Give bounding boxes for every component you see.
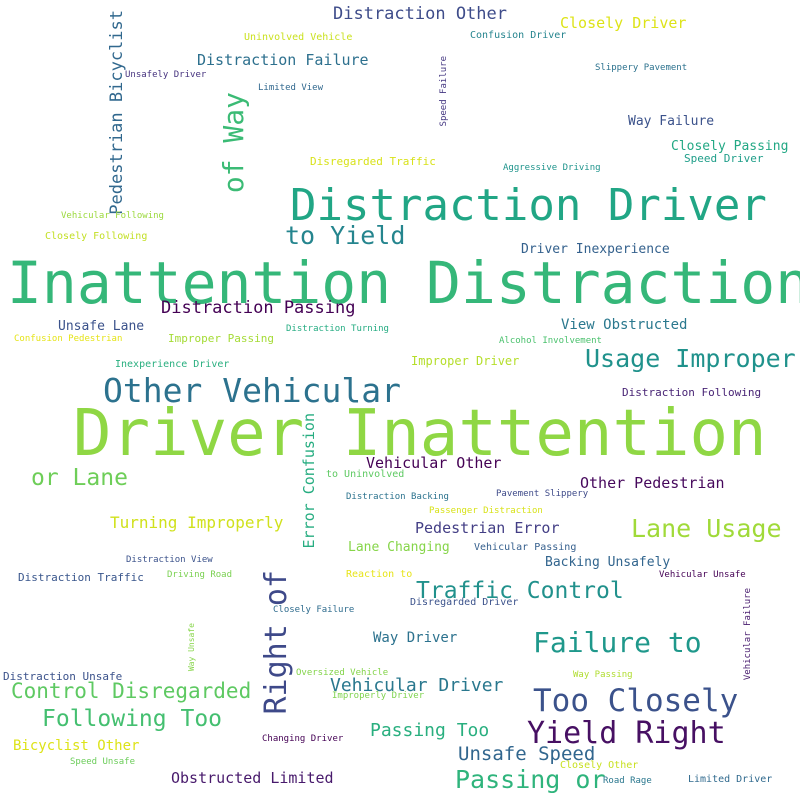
- word: Speed Driver: [684, 152, 764, 165]
- word: Vehicular Following: [61, 211, 164, 221]
- word: Disregarded Driver: [410, 597, 519, 608]
- word: Closely Other: [560, 760, 639, 771]
- word: Obstructed Limited: [171, 769, 334, 787]
- word: Distraction Other: [333, 4, 507, 24]
- word: Closely Following: [45, 231, 148, 242]
- word: Improper Driver: [411, 354, 520, 368]
- word: Changing Driver: [262, 734, 344, 744]
- word: Distraction Backing: [346, 492, 449, 502]
- word: Passing Too: [370, 720, 490, 741]
- word: Yield Right: [527, 716, 726, 751]
- word: Improperly Driver: [332, 691, 425, 701]
- word: Other Pedestrian: [580, 474, 725, 492]
- word: Vehicular Failure: [743, 588, 753, 681]
- word: Driving Road: [167, 570, 233, 580]
- word: Distraction Driver: [290, 180, 767, 231]
- word: Vehicular Passing: [474, 542, 577, 553]
- word: Pedestrian Error: [415, 519, 560, 537]
- word: Alcohol Involvement: [499, 336, 602, 346]
- word: Too Closely: [533, 683, 739, 719]
- word: Vehicular Unsafe: [659, 570, 746, 580]
- word: Aggressive Driving: [503, 163, 601, 173]
- word: Way Unsafe: [187, 623, 196, 672]
- word: Reaction to: [346, 569, 413, 580]
- word: Way Driver: [373, 630, 458, 646]
- word: of Way: [217, 92, 250, 194]
- word: Improper Passing: [168, 332, 274, 345]
- word: Passing or: [455, 765, 606, 794]
- word: Backing Unsafely: [545, 555, 671, 570]
- word: Way Failure: [628, 114, 715, 129]
- word: Unsafe Lane: [58, 319, 145, 334]
- word: Passenger Distraction: [429, 506, 543, 516]
- word: Distraction Failure: [197, 51, 369, 69]
- word: Pavement Slippery: [496, 489, 589, 499]
- word: Bicyclist Other: [13, 738, 140, 754]
- word: Other Vehicular: [103, 371, 402, 410]
- word: Inexperience Driver: [115, 359, 230, 370]
- word: Disregarded Traffic: [310, 155, 436, 168]
- word: to Yield: [285, 221, 406, 250]
- word: Slippery Pavement: [595, 63, 688, 73]
- word: Driver Inattention: [73, 397, 767, 471]
- word: Way Passing: [573, 670, 633, 680]
- word: Closely Driver: [560, 14, 687, 32]
- word: Distraction Traffic: [18, 571, 144, 584]
- word: to Uninvolved: [326, 469, 405, 480]
- word: Speed Failure: [439, 56, 449, 127]
- word: Lane Changing: [348, 540, 450, 555]
- word: Distraction Passing: [161, 298, 356, 318]
- word: Usage Improper: [585, 344, 796, 373]
- word: Following Too: [42, 706, 223, 732]
- word: Distraction Turning: [286, 324, 389, 334]
- word: Control Disregarded: [11, 679, 252, 703]
- word: Oversized Vehicle: [296, 668, 389, 678]
- word: Inattention Distraction: [7, 249, 800, 317]
- word: Pedestrian Bicyclist: [107, 10, 127, 215]
- word: Closely Failure: [273, 605, 355, 615]
- word: Distraction Unsafe: [3, 670, 123, 683]
- word: Vehicular Driver: [330, 675, 504, 696]
- word: Vehicular Other: [366, 454, 502, 472]
- word: Uninvolved Vehicle: [244, 32, 353, 43]
- word: Traffic Control: [416, 578, 624, 604]
- word: Closely Passing: [671, 139, 789, 154]
- word: Road Rage: [603, 776, 652, 786]
- word: Limited View: [258, 83, 324, 93]
- word: or Lane: [31, 465, 128, 491]
- word: Failure to: [533, 626, 702, 659]
- word: Distraction View: [126, 555, 213, 565]
- word: Unsafe Speed: [458, 743, 596, 765]
- word: Distraction Following: [622, 386, 762, 399]
- word: Right of: [259, 570, 294, 715]
- word: View Obstructed: [561, 317, 688, 333]
- word: Confusion Driver: [470, 30, 567, 41]
- word: Confusion Pedestrian: [14, 334, 123, 344]
- word: Error Confusion: [300, 413, 318, 549]
- word: Lane Usage: [631, 514, 782, 543]
- word: Driver Inexperience: [521, 242, 670, 257]
- word: Unsafely Driver: [125, 70, 207, 80]
- word: Speed Unsafe: [70, 757, 136, 767]
- word: Turning Improperly: [110, 513, 284, 532]
- word: Limited Driver: [688, 774, 773, 785]
